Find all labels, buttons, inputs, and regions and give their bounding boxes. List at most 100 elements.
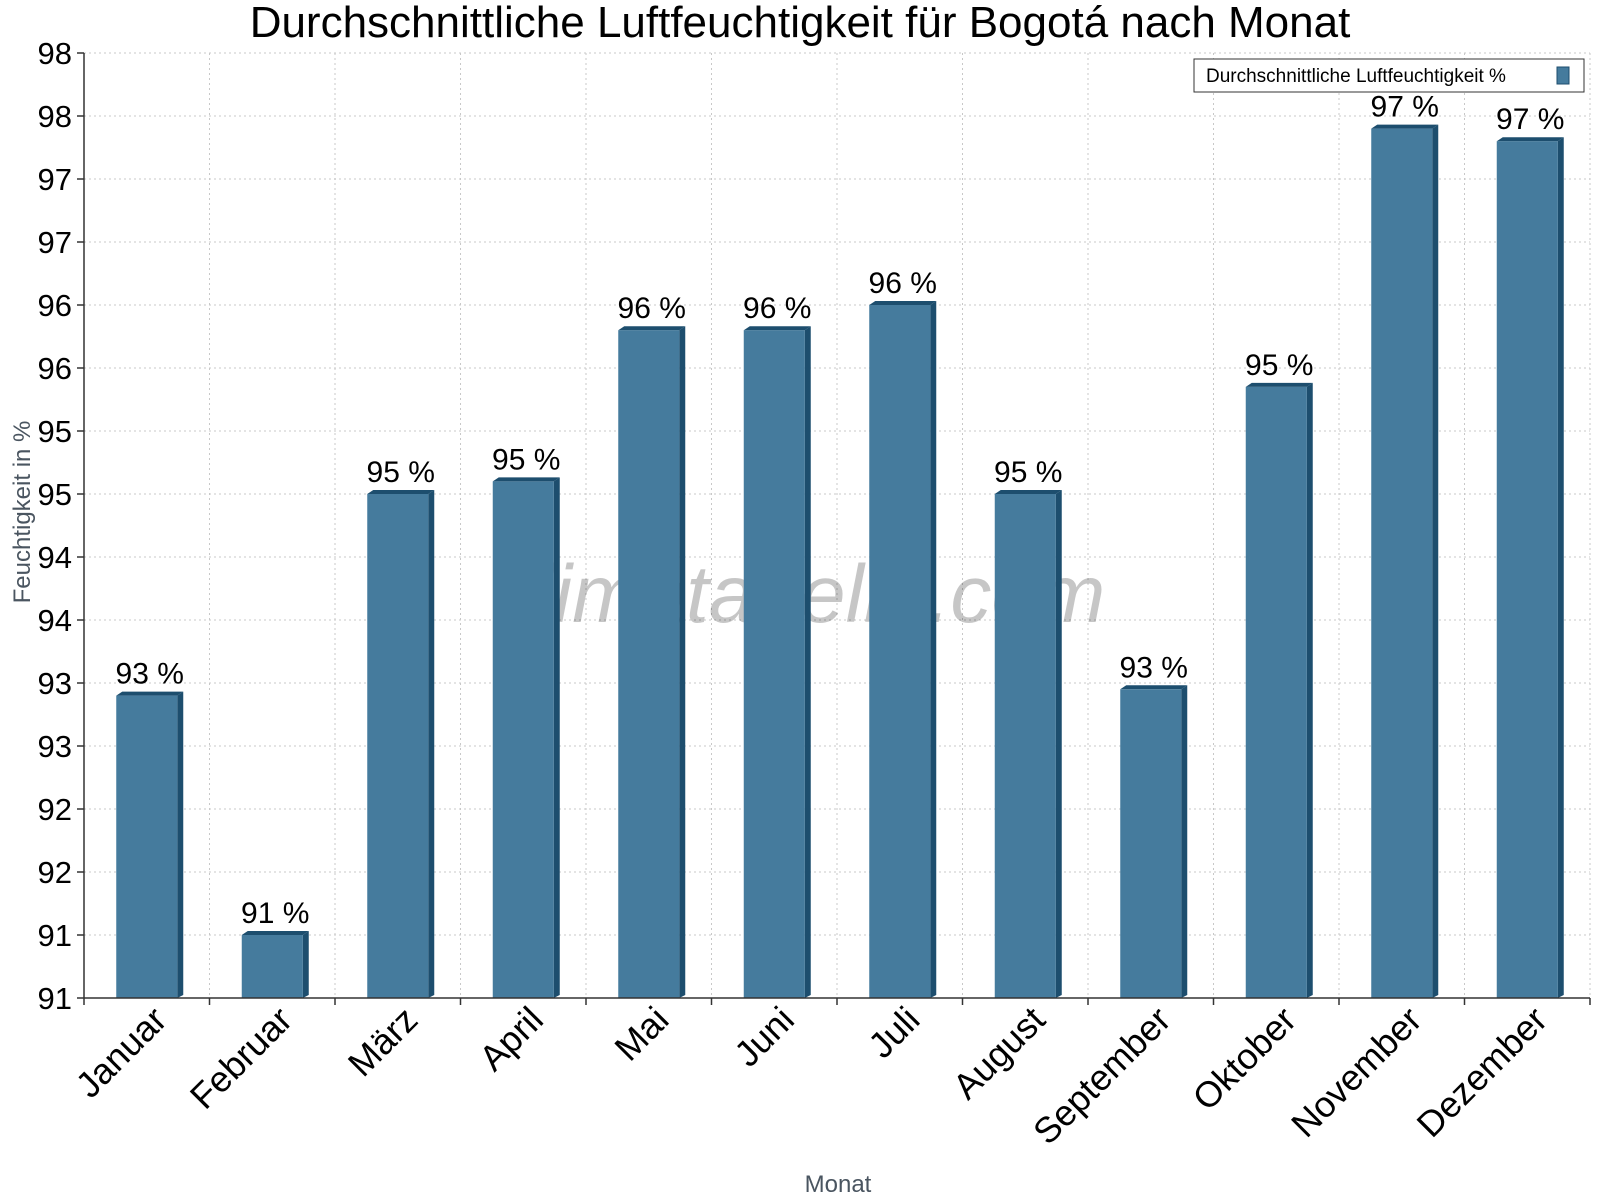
data-label: 93 %: [1120, 651, 1188, 684]
gridlines: [84, 52, 1591, 998]
y-tick-label: 97: [38, 162, 72, 197]
data-label: 97 %: [1371, 91, 1439, 124]
legend: Durchschnittliche Luftfeuchtigkeit %: [1193, 58, 1585, 93]
bar-side: [177, 691, 184, 998]
y-tick-label: 95: [38, 414, 72, 449]
bar-7: [869, 301, 937, 998]
data-label: 95 %: [1245, 349, 1313, 382]
y-axis-label: Feuchtigkeit in %: [9, 421, 36, 604]
data-label: 95 %: [367, 456, 435, 489]
chart-title: Durchschnittliche Luftfeuchtigkeit für B…: [250, 0, 1351, 47]
bar-top: [1371, 124, 1439, 129]
x-tick-label: Januar: [68, 999, 175, 1106]
y-tick-labels: 91 91 92 92 93 93 94 94 95 95 96 96 97 97 98 98: [38, 36, 72, 1016]
bar-9: [1120, 685, 1188, 998]
y-tick-label: 93: [38, 729, 72, 764]
y-tick-label: 92: [38, 792, 72, 827]
y-tick-label: 94: [38, 540, 72, 575]
bar-top: [241, 931, 309, 935]
bar-top: [1245, 382, 1313, 387]
bar-face: [618, 330, 680, 998]
bars: [116, 124, 1564, 999]
bar-11: [1371, 124, 1439, 999]
bar-face: [367, 494, 429, 998]
data-label: 97 %: [1496, 103, 1564, 136]
bar-face: [241, 935, 303, 998]
legend-box: [1193, 58, 1585, 93]
y-tick-label: 96: [38, 351, 72, 386]
bar-3: [367, 490, 435, 998]
bar-side: [1432, 124, 1439, 999]
x-tick-label: April: [471, 999, 551, 1079]
bar-1: [116, 691, 184, 998]
bar-top: [367, 490, 435, 494]
x-tick-label: Juni: [726, 999, 802, 1075]
data-label: 95 %: [994, 456, 1062, 489]
x-axis-label: Monat: [805, 1171, 872, 1198]
x-tick-label: August: [945, 999, 1053, 1107]
bar-top: [994, 490, 1062, 494]
bar-face: [116, 695, 178, 998]
data-label: 95 %: [492, 443, 560, 476]
y-tick-label: 91: [38, 918, 72, 953]
legend-entry-label: Durchschnittliche Luftfeuchtigkeit %: [1206, 66, 1506, 87]
bar-10: [1245, 382, 1313, 998]
bar-side: [679, 326, 686, 998]
y-tick-label: 96: [38, 288, 72, 323]
bar-side: [302, 931, 309, 998]
axes: [77, 52, 1591, 1005]
y-tick-label: 92: [38, 855, 72, 890]
legend-swatch: [1556, 66, 1570, 85]
data-labels: 93 % 91 % 95 % 95 % 96 % 96 % 96 % 95 % 93 % 95 %…: [116, 91, 1565, 930]
data-label: 96 %: [743, 292, 811, 325]
data-label: 96 %: [618, 292, 686, 325]
bar-face: [1120, 689, 1182, 998]
bar-top: [618, 326, 686, 331]
x-tick-label: Juli: [860, 999, 927, 1066]
bar-top: [1496, 137, 1564, 142]
bar-top: [492, 477, 560, 482]
bar-top: [116, 691, 184, 696]
bar-side: [1055, 490, 1062, 998]
y-tick-label: 91: [38, 981, 72, 1016]
bar-side: [930, 301, 937, 998]
x-tick-label: Oktober: [1184, 999, 1304, 1119]
bar-side: [553, 477, 560, 998]
bar-side: [1181, 685, 1188, 998]
bar-side: [1306, 382, 1313, 998]
y-tick-label: 98: [38, 99, 72, 134]
bar-face: [1245, 386, 1307, 998]
x-tick-label: November: [1283, 999, 1429, 1145]
bar-12: [1496, 137, 1564, 998]
y-tick-label: 95: [38, 477, 72, 512]
bar-face: [492, 481, 554, 998]
bar-face: [1496, 141, 1558, 998]
bar-side: [804, 326, 811, 998]
x-tick-label: März: [340, 999, 426, 1085]
bar-8: [994, 490, 1062, 998]
y-tick-label: 97: [38, 225, 72, 260]
data-label: 96 %: [869, 267, 937, 300]
bar-face: [1371, 128, 1433, 999]
bar-side: [428, 490, 435, 998]
x-tick-label: Mai: [606, 999, 676, 1069]
data-label: 91 %: [241, 897, 309, 930]
data-label: 93 %: [116, 658, 184, 691]
bar-top: [869, 301, 937, 305]
x-tick-label: Februar: [182, 999, 300, 1117]
bar-face: [994, 494, 1056, 998]
bar-face: [743, 330, 805, 998]
bar-face: [869, 305, 931, 998]
y-tick-label: 98: [38, 36, 72, 71]
y-tick-label: 93: [38, 666, 72, 701]
bar-6: [743, 326, 811, 998]
bar-top: [1120, 685, 1188, 690]
bar-5: [618, 326, 686, 998]
x-tick-label: Dezember: [1408, 999, 1554, 1145]
bar-4: [492, 477, 560, 998]
x-tick-labels: Januar Februar März April Mai Juni Juli AugustS…: [68, 999, 1555, 1153]
y-tick-label: 94: [38, 603, 72, 638]
bar-side: [1557, 137, 1564, 998]
x-tick-label: September: [1025, 999, 1179, 1153]
